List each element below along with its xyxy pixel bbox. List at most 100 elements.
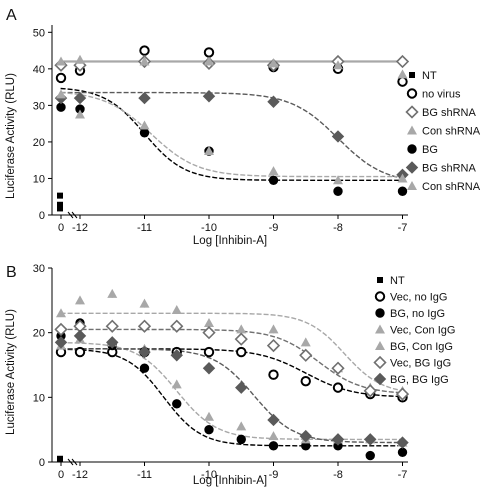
data-point	[54, 322, 68, 337]
data-point	[204, 146, 214, 156]
panel-b: B 0 10 20 30 0 -12 -11 -10 -9 -8 -7 Luciferase Act…	[5, 263, 455, 487]
data-point	[57, 192, 63, 199]
data-point	[236, 421, 247, 431]
data-point	[364, 433, 377, 446]
data-point	[202, 326, 216, 340]
data-point	[107, 288, 118, 298]
data-point	[139, 120, 150, 130]
legend-marker	[377, 277, 383, 283]
data-point	[332, 382, 344, 393]
data-point	[204, 424, 214, 435]
x-tick-label: -9	[269, 222, 279, 234]
x-tick-label: -10	[201, 469, 217, 481]
panel-a-xlabel: Log [Inhibin-A]	[193, 235, 267, 247]
legend-label: BG, BG IgG	[390, 374, 449, 386]
y-tick-label: 0	[39, 457, 45, 469]
data-point	[268, 431, 279, 441]
legend-marker	[405, 105, 419, 119]
data-point	[202, 90, 216, 103]
legend-marker	[406, 88, 418, 99]
legend-marker	[407, 125, 417, 135]
legend-label: BG shRNA	[422, 163, 476, 175]
data-point	[365, 450, 375, 461]
data-point	[333, 175, 343, 185]
legend-label: Con shRNA	[422, 181, 481, 193]
legend-label: NT	[390, 275, 405, 287]
data-point	[266, 338, 281, 353]
x-tick-label: -9	[269, 469, 279, 481]
data-point	[75, 54, 85, 64]
axis-break-mark	[71, 458, 78, 466]
x-tick-label: -10	[201, 222, 217, 234]
data-point	[57, 455, 63, 462]
legend-label: Vec, Con IgG	[390, 325, 455, 337]
data-point	[331, 433, 345, 446]
data-point	[333, 60, 343, 70]
data-point	[138, 345, 151, 359]
legend-marker	[373, 372, 387, 386]
fit-curve	[60, 312, 403, 392]
panel-b-xlabel: Log [Inhibin-A]	[193, 475, 267, 487]
panel-a-legend: NT no virus BG shRNA Con shRNA BG BG shRNA Con…	[405, 70, 481, 193]
legend-marker	[375, 341, 385, 350]
data-point	[333, 186, 343, 196]
data-point	[171, 379, 182, 389]
data-point	[397, 76, 408, 87]
data-point	[300, 337, 311, 347]
data-point	[139, 45, 150, 56]
data-point	[397, 447, 408, 457]
legend-label: BG, Con IgG	[390, 341, 453, 353]
data-point	[236, 324, 247, 334]
legend-marker	[405, 161, 419, 174]
data-point	[57, 205, 63, 212]
x-tick-label: -7	[398, 469, 408, 481]
data-point	[202, 362, 216, 375]
data-point	[75, 295, 85, 305]
data-point	[267, 95, 280, 108]
fit-curve	[60, 91, 403, 178]
y-tick-label: 40	[33, 64, 45, 76]
data-point	[55, 72, 67, 84]
legend-marker	[373, 355, 387, 370]
panel-b-legend: NT Vec, no IgG BG, no IgG Vec, Con IgG BG, C…	[373, 275, 455, 386]
axis-break-mark	[67, 211, 74, 219]
data-point	[75, 109, 85, 119]
data-point	[236, 346, 247, 358]
x-tick-label: -8	[333, 469, 343, 481]
legend-label: BG	[422, 144, 438, 156]
legend-label: NT	[422, 70, 437, 82]
data-point	[268, 58, 279, 68]
data-point	[234, 332, 248, 346]
data-point	[172, 399, 182, 409]
data-point	[395, 54, 410, 69]
legend-marker	[407, 144, 417, 154]
legend-marker	[375, 324, 385, 334]
data-point	[54, 336, 68, 349]
data-point	[170, 319, 184, 333]
data-point	[139, 298, 150, 308]
panel-b-ylabel: Luciferase Activity (RLU)	[5, 309, 17, 435]
data-point	[397, 186, 408, 196]
data-point	[170, 349, 183, 362]
data-point	[139, 128, 150, 138]
axis-break-mark	[67, 458, 74, 466]
x-tick-label: -12	[72, 469, 88, 481]
y-tick-label: 10	[33, 392, 45, 404]
panel-a: A 0 10 20 30 40 50 0 -12 -11 -10 -9 -8 -7 Luciferase…	[5, 7, 481, 247]
data-point	[204, 411, 214, 421]
legend-marker	[375, 308, 385, 318]
panel-a-ylabel: Luciferase Activity (RLU)	[5, 73, 17, 199]
data-point	[396, 436, 409, 449]
fit-curve	[60, 87, 403, 181]
data-point	[137, 319, 152, 333]
fit-curve	[60, 91, 403, 180]
data-point	[139, 56, 150, 66]
y-tick-label: 0	[39, 210, 45, 222]
data-point	[236, 434, 246, 445]
data-point	[300, 375, 311, 387]
x-tick-label: 0	[58, 469, 64, 481]
y-tick-label: 30	[33, 100, 45, 112]
data-point	[299, 429, 312, 443]
data-point	[56, 308, 66, 318]
